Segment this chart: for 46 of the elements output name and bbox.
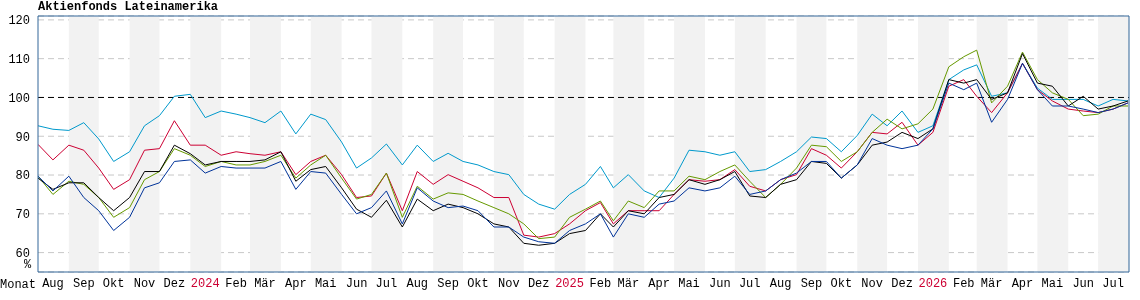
y-tick-label: 110 <box>8 52 30 67</box>
x-tick-label: Okt <box>467 276 489 291</box>
x-tick-label: Aug <box>769 276 792 291</box>
x-tick-label: Nov <box>861 276 883 291</box>
chart-title: Aktienfonds Lateinamerika <box>38 0 219 14</box>
x-tick-label: Aug <box>406 276 429 291</box>
x-tick-label: Mai <box>678 276 700 291</box>
x-tick-label: Aug <box>42 276 64 291</box>
x-tick-label: Mär <box>254 276 276 291</box>
x-tick-label: 2025 <box>555 276 584 291</box>
x-tick-label: Mai <box>1041 276 1064 291</box>
x-tick-label: Nov <box>133 276 156 291</box>
x-tick-label: Okt <box>102 276 125 291</box>
x-tick-label: Mär <box>980 276 1003 291</box>
y-tick-label: 80 <box>15 169 30 184</box>
x-tick-label: Apr <box>648 276 670 291</box>
x-tick-label: Jun <box>709 276 731 291</box>
x-tick-label: 2026 <box>918 276 948 291</box>
x-tick-label: Sep <box>72 276 95 291</box>
x-tick-label: Jul <box>375 276 398 291</box>
y-tick-label: 90 <box>15 130 30 145</box>
x-tick-label: Apr <box>285 276 307 291</box>
x-tick-label: Feb <box>225 276 247 291</box>
x-tick-label: Sep <box>437 276 459 291</box>
x-tick-label: Nov <box>498 276 520 291</box>
x-tick-label: Jul <box>738 276 761 291</box>
x-tick-label: 2024 <box>190 276 220 291</box>
x-tick-label: Jun <box>345 276 368 291</box>
x-tick-label: Dez <box>891 276 913 291</box>
y-tick-label: 120 <box>8 14 30 29</box>
x-tick-label: Jul <box>1102 276 1124 291</box>
x-tick-label: Dez <box>527 276 550 291</box>
x-tick-label: Mär <box>617 276 640 291</box>
x-tick-label: Sep <box>800 276 823 291</box>
x-axis-title: Monat <box>0 278 37 292</box>
x-tick-label: Feb <box>589 276 612 291</box>
y-axis-title: % <box>24 258 32 272</box>
x-tick-label: Dez <box>163 276 186 291</box>
x-tick-label: Mai <box>314 276 337 291</box>
y-tick-label: 70 <box>15 208 30 223</box>
line-series <box>38 62 1129 210</box>
x-tick-label: Okt <box>830 276 853 291</box>
x-tick-label: Feb <box>952 276 975 291</box>
x-tick-label: Apr <box>1011 276 1034 291</box>
y-tick-label: 100 <box>8 91 30 106</box>
x-tick-label: Jun <box>1072 276 1095 291</box>
